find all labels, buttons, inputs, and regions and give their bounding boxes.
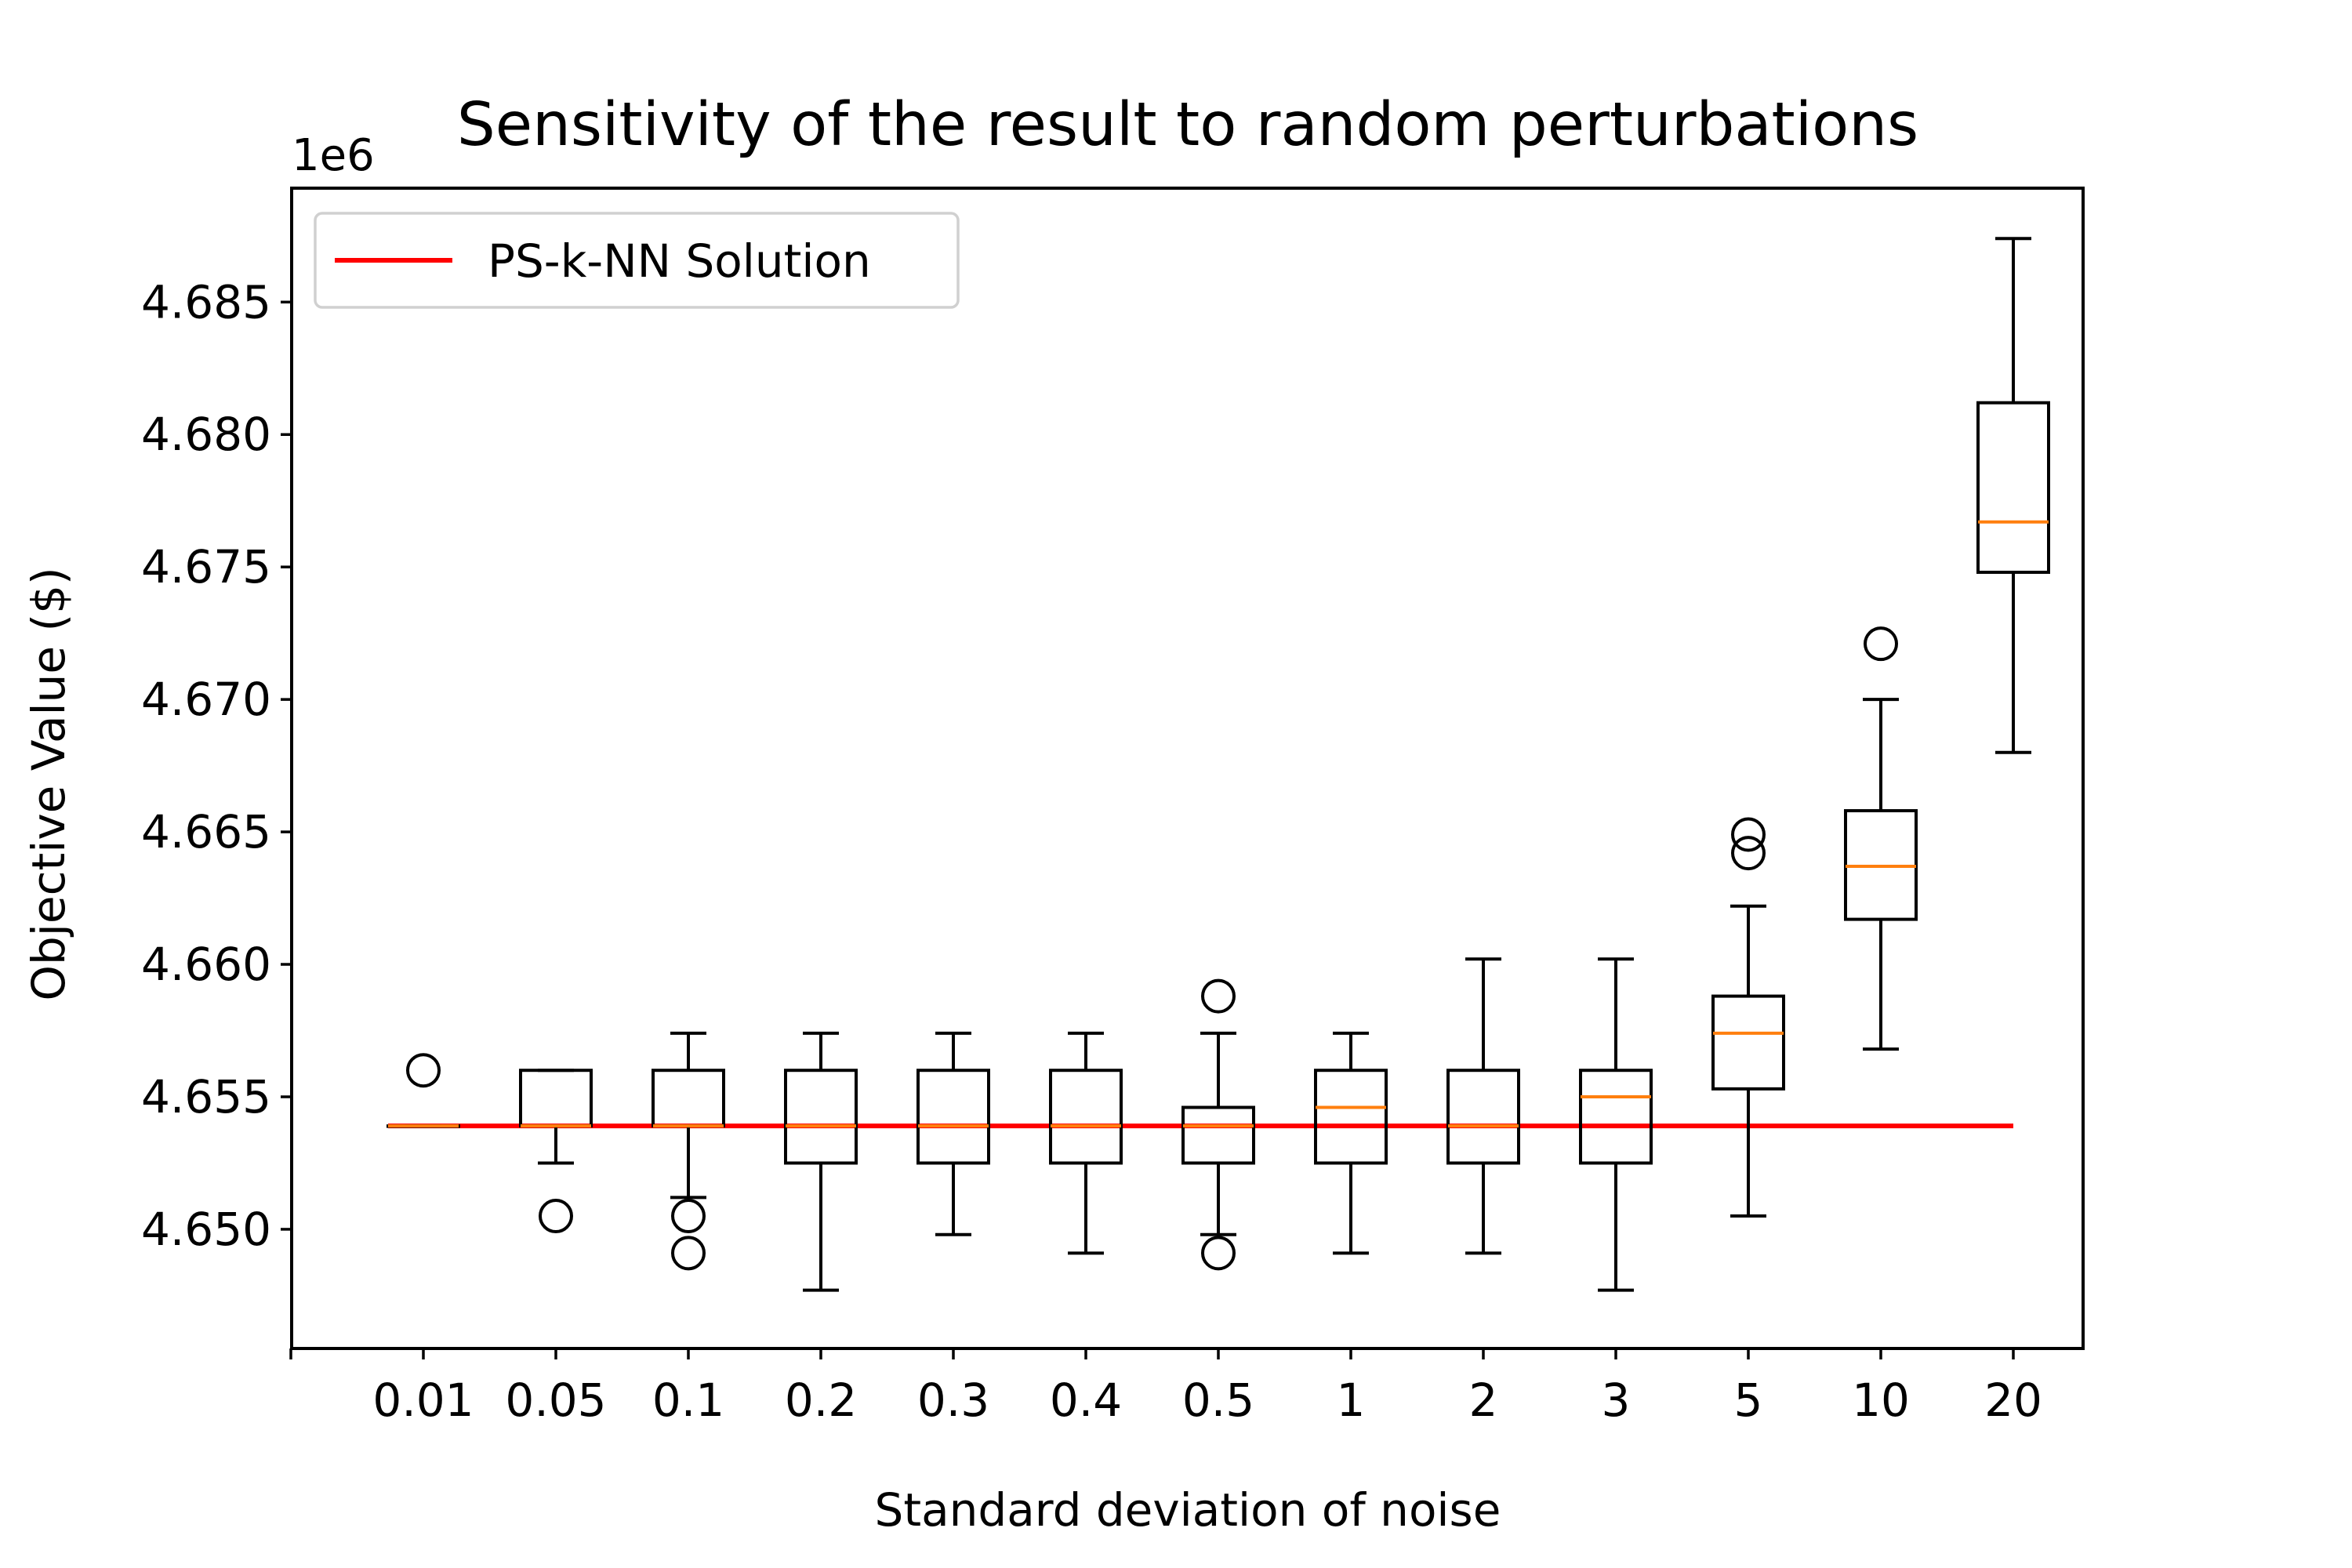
x-tick-label: 0.3 — [917, 1374, 989, 1427]
box-0_05 — [519, 1069, 593, 1234]
x-tick-label: 3 — [1602, 1374, 1631, 1427]
y-offset-label: 1e6 — [292, 130, 375, 181]
y-tick-label: 4.685 — [141, 275, 271, 328]
x-tick-label: 0.01 — [372, 1374, 474, 1427]
box-20 — [1976, 237, 2050, 754]
outlier-point — [671, 1199, 706, 1234]
outlier-point — [1731, 836, 1766, 871]
y-tick-label: 4.655 — [141, 1070, 271, 1123]
x-tick-label: 20 — [1984, 1374, 2042, 1427]
outlier-point — [1731, 817, 1766, 852]
y-tick-label: 4.665 — [141, 805, 271, 858]
outlier-point — [1201, 1236, 1236, 1271]
y-tick-label: 4.670 — [141, 673, 271, 726]
box-body — [1579, 1069, 1653, 1165]
y-tick-label: 4.675 — [141, 540, 271, 593]
box-body — [1181, 1105, 1255, 1165]
outlier-point — [1864, 626, 1898, 662]
x-tick-label: 0.5 — [1182, 1374, 1254, 1427]
y-tick-label: 4.650 — [141, 1203, 271, 1256]
x-tick-label: 2 — [1469, 1374, 1498, 1427]
x-tick-label: 0.2 — [785, 1374, 857, 1427]
outlier-point — [539, 1199, 573, 1234]
chart-title: Sensitivity of the result to random pert… — [457, 90, 1918, 160]
outlier-point — [671, 1236, 706, 1271]
y-axis-ticks: 4.650 4.655 4.660 4.665 4.670 4.675 4.680 4.685 — [141, 275, 292, 1256]
box-2 — [1446, 957, 1520, 1255]
box-0_01 — [387, 1053, 460, 1128]
box-body — [784, 1069, 858, 1165]
box-body — [1711, 994, 1785, 1091]
legend: PS-k-NN Solution — [314, 212, 960, 309]
box-body — [1976, 401, 2050, 574]
x-tick-label: 0.4 — [1050, 1374, 1122, 1427]
box-plots — [387, 237, 2050, 1292]
outlier-point — [1201, 978, 1236, 1014]
x-tick-label: 1 — [1337, 1374, 1366, 1427]
box-body — [1049, 1069, 1123, 1165]
box-body — [916, 1069, 990, 1165]
box-body — [1446, 1069, 1520, 1165]
box-0_5 — [1181, 978, 1255, 1271]
box-5 — [1711, 817, 1785, 1218]
x-tick-label: 0.05 — [505, 1374, 606, 1427]
box-10 — [1844, 626, 1918, 1051]
box-0_2 — [784, 1031, 858, 1292]
x-tick-label: 10 — [1852, 1374, 1910, 1427]
box-body — [1314, 1069, 1388, 1165]
box-0_3 — [916, 1031, 990, 1236]
y-tick-label: 4.680 — [141, 408, 271, 461]
x-tick-label: 5 — [1734, 1374, 1763, 1427]
x-tick-label: 0.1 — [652, 1374, 724, 1427]
box-0_4 — [1049, 1031, 1123, 1255]
y-axis-label: Objective Value ($) — [22, 567, 75, 1000]
box-1 — [1314, 1031, 1388, 1255]
legend-label: PS-k-NN Solution — [488, 234, 871, 288]
legend-box — [314, 212, 960, 309]
x-axis-label: Standard deviation of noise — [875, 1483, 1501, 1537]
outlier-point — [406, 1053, 441, 1088]
y-tick-label: 4.660 — [141, 938, 271, 991]
plot-frame — [290, 187, 2085, 1350]
x-axis-ticks: 0.01 0.05 0.1 0.2 0.3 0.4 0.5 1 2 3 5 10 20 — [289, 1348, 2042, 1427]
box-3 — [1579, 957, 1653, 1292]
box-0_1 — [652, 1031, 725, 1271]
